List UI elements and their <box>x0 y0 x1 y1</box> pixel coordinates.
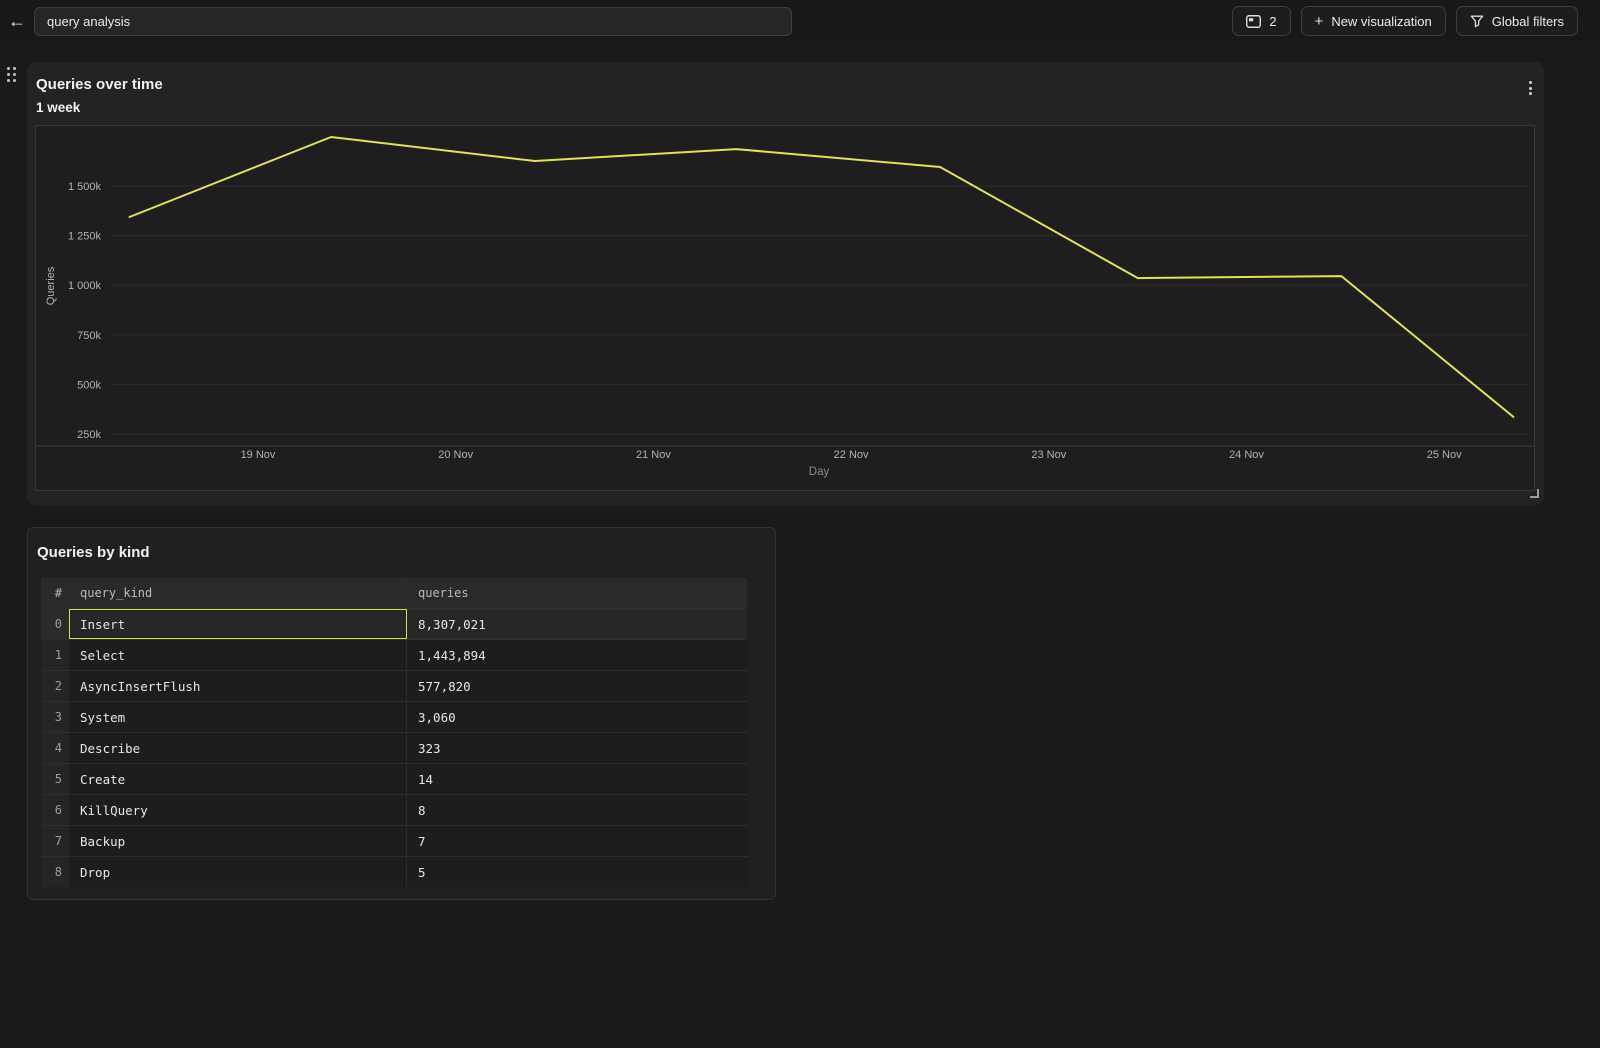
global-filters-button[interactable]: Global filters <box>1456 6 1578 36</box>
row-index-cell: 7 <box>41 826 69 856</box>
table-row: 5Create14 <box>41 763 747 794</box>
row-index-cell: 0 <box>41 609 69 639</box>
row-index-cell: 1 <box>41 640 69 670</box>
x-tick-label: 25 Nov <box>1427 449 1462 461</box>
y-tick-label: 1 000k <box>68 280 102 292</box>
table-row: 3System3,060 <box>41 701 747 732</box>
queries-value-cell[interactable]: 5 <box>407 857 746 887</box>
table-row: 7Backup7 <box>41 825 747 856</box>
chart-subtitle: 1 week <box>36 98 163 117</box>
queries-over-time-panel: Queries over time 1 week 1 500k 1 250k 1 0… <box>27 62 1544 505</box>
back-arrow-icon: ← <box>8 11 26 32</box>
table-row: 2AsyncInsertFlush577,820 <box>41 670 747 701</box>
queries-value-cell[interactable]: 323 <box>407 733 746 763</box>
x-tick-label: 23 Nov <box>1031 449 1066 461</box>
table-row: 6KillQuery8 <box>41 794 747 825</box>
queries-value-cell[interactable]: 577,820 <box>407 671 746 701</box>
y-tick-label: 1 500k <box>68 181 102 193</box>
row-index-cell: 2 <box>41 671 69 701</box>
table-row: 8Drop5 <box>41 856 747 887</box>
back-button[interactable]: ← <box>0 0 34 42</box>
table-header-row: #query_kindqueries <box>41 578 747 608</box>
x-tick-label: 20 Nov <box>438 449 473 461</box>
queries-value-cell[interactable]: 14 <box>407 764 746 794</box>
chart-menu-kebab-icon[interactable] <box>1526 78 1535 98</box>
console-count-button[interactable]: 2 <box>1232 6 1290 36</box>
queries-series-line <box>130 137 1514 417</box>
plus-icon: + <box>1315 14 1324 29</box>
queries-value-cell[interactable]: 1,443,894 <box>407 640 746 670</box>
y-tick-label: 1 250k <box>68 231 102 243</box>
query-kind-cell[interactable]: KillQuery <box>69 795 407 825</box>
table-row: 1Select1,443,894 <box>41 639 747 670</box>
x-axis-title: Day <box>809 466 830 478</box>
sql-console-icon <box>1246 15 1261 28</box>
queries-value-cell[interactable]: 8 <box>407 795 746 825</box>
line-chart-svg: 1 500k 1 250k 1 000k 750k 500k 250k 19 Nov 20 N… <box>36 126 1534 490</box>
x-tick-label: 22 Nov <box>834 449 869 461</box>
header-cell-queries[interactable]: queries <box>407 578 746 608</box>
console-count-label: 2 <box>1269 14 1276 29</box>
new-visualization-label: New visualization <box>1331 14 1431 29</box>
table-row: 0Insert8,307,021 <box>41 608 747 639</box>
chart-titles: Queries over time 1 week <box>36 75 163 117</box>
x-tick-label: 19 Nov <box>241 449 276 461</box>
filter-funnel-icon <box>1470 15 1484 28</box>
x-tick-label: 24 Nov <box>1229 449 1264 461</box>
global-filters-label: Global filters <box>1492 14 1564 29</box>
x-tick-label: 21 Nov <box>636 449 671 461</box>
table-title: Queries by kind <box>37 544 150 561</box>
header-cell-index: # <box>41 578 69 608</box>
query-kind-cell[interactable]: Describe <box>69 733 407 763</box>
new-visualization-button[interactable]: + New visualization <box>1301 6 1446 36</box>
row-index-cell: 8 <box>41 857 69 887</box>
y-axis-title: Queries <box>45 266 57 305</box>
y-tick-label: 500k <box>77 379 101 391</box>
y-tick-label: 250k <box>77 429 101 441</box>
queries-value-cell[interactable]: 3,060 <box>407 702 746 732</box>
panel-drag-handle-icon[interactable] <box>7 67 16 82</box>
dashboard-title-input[interactable] <box>34 7 792 36</box>
table-row: 4Describe323 <box>41 732 747 763</box>
query-kind-cell[interactable]: Drop <box>69 857 407 887</box>
queries-by-kind-panel: Queries by kind #query_kindqueries0Inser… <box>27 527 776 900</box>
chart-title: Queries over time <box>36 75 163 95</box>
queries-value-cell[interactable]: 7 <box>407 826 746 856</box>
panel-resize-handle-icon[interactable] <box>1530 489 1539 498</box>
query-kind-cell[interactable]: System <box>69 702 407 732</box>
y-tick-label: 750k <box>77 330 101 342</box>
header-cell-query-kind[interactable]: query_kind <box>69 578 407 608</box>
top-bar: ← 2 + New visualization Global filters <box>0 0 1600 42</box>
queries-value-cell[interactable]: 8,307,021 <box>407 609 746 639</box>
row-index-cell: 4 <box>41 733 69 763</box>
query-kind-cell[interactable]: Select <box>69 640 407 670</box>
topbar-actions: 2 + New visualization Global filters <box>1232 6 1578 36</box>
query-kind-cell[interactable]: Insert <box>69 609 407 639</box>
query-kind-cell[interactable]: AsyncInsertFlush <box>69 671 407 701</box>
query-kind-cell[interactable]: Backup <box>69 826 407 856</box>
query-kind-cell[interactable]: Create <box>69 764 407 794</box>
row-index-cell: 6 <box>41 795 69 825</box>
queries-table: #query_kindqueries0Insert8,307,0211Selec… <box>41 578 747 887</box>
line-chart-plot-area[interactable]: 1 500k 1 250k 1 000k 750k 500k 250k 19 Nov 20 N… <box>35 125 1535 491</box>
row-index-cell: 5 <box>41 764 69 794</box>
row-index-cell: 3 <box>41 702 69 732</box>
